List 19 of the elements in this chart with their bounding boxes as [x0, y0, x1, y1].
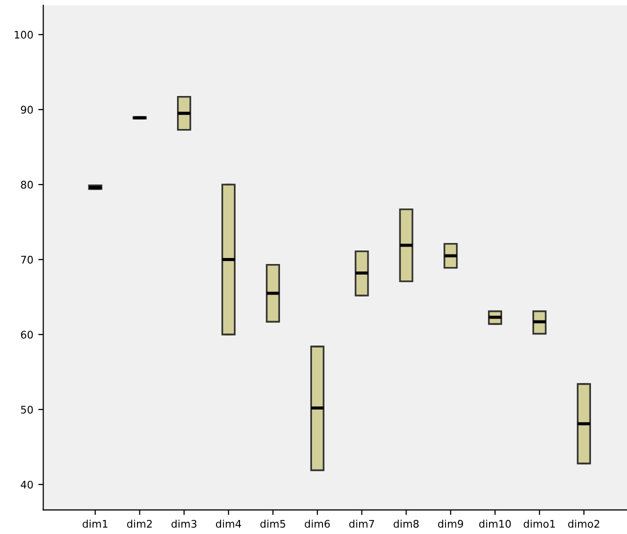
- x-tick-label: dim8: [394, 520, 419, 528]
- y-tick-label: 60: [21, 330, 33, 339]
- x-tick-label: dim10: [479, 520, 511, 528]
- x-tick-label: dim6: [304, 520, 330, 528]
- x-tick-label: dimo1: [524, 520, 555, 528]
- y-tick-label: 90: [20, 106, 33, 114]
- x-tick-label: dim4: [216, 520, 242, 528]
- x-tick-label: dim9: [438, 520, 464, 528]
- x-tick-label: dim5: [260, 520, 286, 528]
- y-tick-label: 70: [21, 256, 33, 264]
- y-tick-label: 80: [20, 180, 33, 189]
- y-tick-label: 50: [21, 406, 33, 414]
- y-tick-label: 40: [20, 480, 33, 489]
- x-tick-label: dim3: [172, 520, 196, 528]
- y-tick-label: 100: [14, 30, 33, 39]
- x-tick-label: dim2: [127, 520, 152, 528]
- x-tick-label: dim1: [82, 520, 108, 528]
- x-tick-label: dim7: [349, 520, 374, 528]
- x-tick-label: dimo2: [568, 520, 600, 528]
